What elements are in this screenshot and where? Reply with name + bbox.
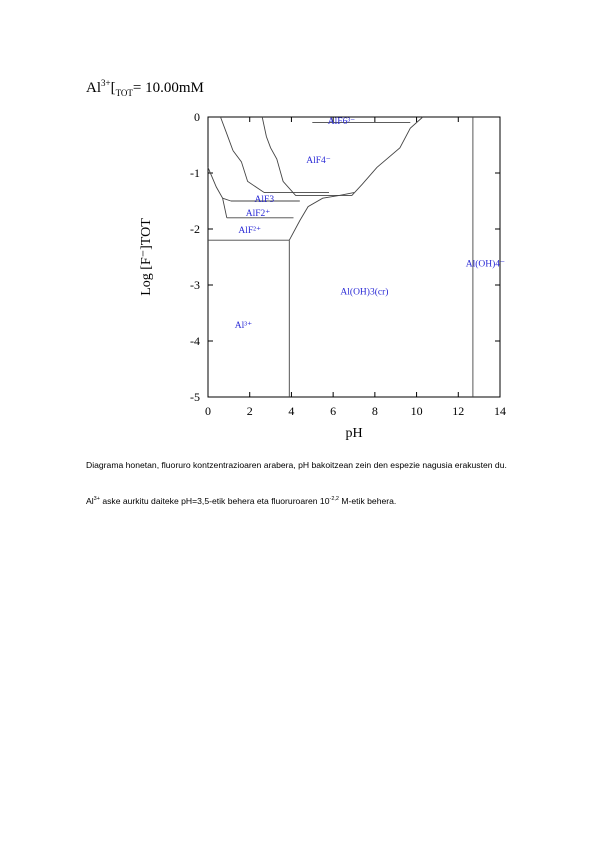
header-bracket-open: [ [110, 80, 116, 96]
header-title-sub: TOT [115, 88, 133, 98]
caption-free-aluminium: Al3+ aske aurkitu daiteke pH=3,5-etik be… [86, 494, 526, 509]
y-tick-label: -4 [190, 334, 200, 348]
caption-text-end: M-etik behera. [338, 496, 397, 506]
caption-text-mid: aske aurkitu daiteke pH=3,5-etik behera … [99, 496, 330, 506]
boundary-line [220, 116, 234, 151]
y-axis-label: Log [F⁻]TOT [139, 218, 154, 296]
y-tick-label: -1 [190, 166, 200, 180]
species-label: AlF²⁺ [238, 226, 261, 236]
plot-layer: 0 2 4 6 8 10 12 14 0 -1 -2 -3 -4 -5 pH Log [F⁻]TOT AlF6³… [139, 110, 506, 441]
diagram-header: Al3+[TOT= 10.00mM [86, 78, 204, 98]
species-label: Al³⁺ [235, 321, 252, 331]
y-tick-label: -3 [190, 278, 200, 292]
x-tick-label: 6 [330, 404, 336, 418]
x-axis-label: pH [345, 426, 362, 441]
boundary-line [207, 167, 228, 218]
species-label: AlF3 [255, 195, 275, 205]
caption-exponent: -2,2 [329, 496, 339, 503]
header-title-rest: = 10.00mM [132, 80, 204, 96]
caption-al: Al [86, 496, 94, 506]
caption-al-charge: 3+ [93, 496, 100, 503]
species-label: Al(OH)4⁻ [466, 259, 505, 270]
x-tick-label: 2 [247, 404, 253, 418]
species-label: AlF6³⁻ [328, 117, 355, 127]
x-tick-label: 10 [411, 404, 423, 418]
header-title-main: Al [86, 80, 101, 96]
species-label: Al(OH)3(cr) [340, 287, 388, 298]
plot-frame [207, 116, 501, 398]
x-tick-label: 12 [452, 404, 464, 418]
boundary-line [222, 197, 232, 202]
species-label: AlF4⁻ [306, 156, 331, 166]
species-label: AlF2⁺ [246, 209, 271, 219]
x-tick-label: 14 [494, 404, 506, 418]
boundary-line [288, 192, 355, 241]
x-tick-label: 0 [205, 404, 211, 418]
boundary-line [261, 116, 424, 196]
predominance-diagram: 0 2 4 6 8 10 12 14 0 -1 -2 -3 -4 -5 pH Log [F⁻]TOT AlF6³… [139, 110, 506, 441]
x-tick-label: 4 [288, 404, 294, 418]
x-tick-label: 8 [372, 404, 378, 418]
y-tick-label: -2 [190, 222, 200, 236]
y-tick-label: 0 [194, 110, 200, 124]
caption-description: Diagrama honetan, fluoruro kontzentrazio… [86, 460, 507, 470]
boundary-line [232, 150, 329, 194]
y-tick-label: -5 [190, 390, 200, 404]
header-title-super: 3+ [101, 78, 111, 88]
